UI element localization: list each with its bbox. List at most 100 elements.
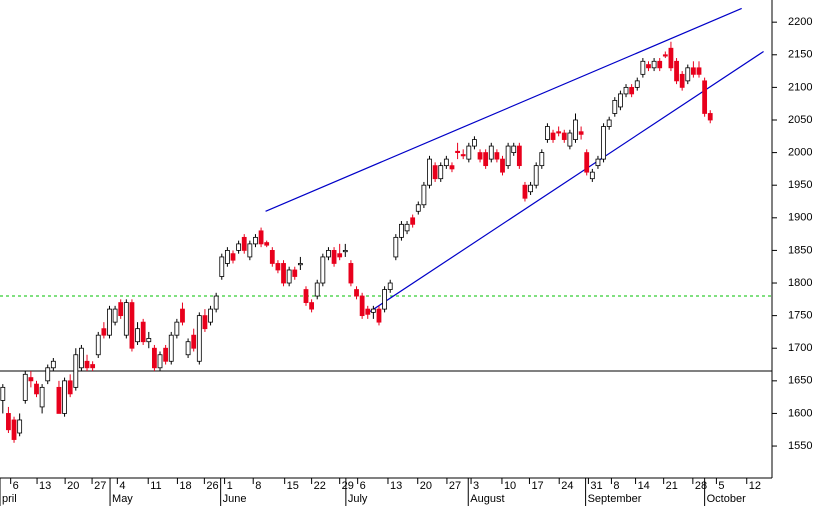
candle-body [702,80,708,114]
y-tick-label: 2000 [788,147,812,159]
candle-body [342,250,348,253]
candle-body [67,380,73,395]
candle-body [0,386,6,401]
candle-body [556,131,562,134]
candle-body [135,328,140,343]
candle-body [623,86,629,95]
candle-body [646,64,651,69]
x-tick-label: 5 [718,480,724,492]
candle-body [320,256,326,284]
candle-body [185,341,191,356]
candle-body [39,386,45,408]
candle-body [264,242,270,246]
y-tick-label: 2200 [788,16,812,28]
candle-body [421,184,427,206]
candle-body [118,302,124,317]
y-tick-label: 1700 [788,342,812,354]
candle-body [589,171,595,180]
candle-body [657,60,663,69]
x-tick-label: 13 [390,480,402,492]
x-tick-label: 20 [420,480,432,492]
x-tick-label: 21 [666,480,678,492]
candle-body [292,269,298,277]
candle-body [629,86,635,95]
candle-body [95,334,101,356]
candle-body [449,165,455,170]
y-tick-label: 1750 [788,310,812,322]
candle-body [404,223,410,232]
candle-body [359,295,365,317]
candle-body [651,60,657,69]
candle-body [690,67,696,75]
y-tick-label: 1800 [788,277,812,289]
candle-body [584,152,590,173]
candle-body [213,295,219,310]
candle-body [432,165,438,180]
candle-body [163,347,169,362]
candle-body [331,250,337,264]
y-tick-label: 1650 [788,375,812,387]
month-label: October [707,493,746,505]
candle-body [202,315,208,330]
candle-body [247,243,253,258]
candle-body [348,263,354,284]
candle-body [286,269,292,284]
candle-body [427,158,432,186]
candle-body [22,373,28,401]
candle-body [606,119,612,127]
candle-body [679,73,685,88]
candle-body [567,132,573,147]
x-tick-label: 31 [590,480,602,492]
x-tick-label: 22 [314,480,326,492]
candle-body [505,145,511,167]
candle-body [573,119,578,140]
candle-body [561,132,567,140]
candle-body [146,338,152,343]
y-tick-label: 2100 [788,81,812,93]
candle-body [528,184,533,193]
x-tick-label: 4 [119,480,125,492]
candle-body [443,158,449,167]
candle-body [399,223,404,238]
candle-body [618,93,623,108]
x-tick-label: 18 [179,480,191,492]
candle-body [516,145,522,167]
candle-body [415,204,421,212]
month-label: May [112,493,133,505]
candle-body [550,132,556,140]
month-label: June [223,493,247,505]
trend-line [265,7,742,212]
candle-body [28,377,34,382]
candle-body [601,126,606,160]
candle-body [370,308,376,313]
x-tick-label: 6 [13,480,19,492]
candle-body [511,145,517,153]
x-tick-label: 6 [360,480,366,492]
x-tick-label: 3 [473,480,479,492]
candle-body [477,152,483,160]
x-tick-label: 12 [749,480,761,492]
candle-body [84,360,90,369]
x-tick-label: 1 [227,480,233,492]
candle-body [34,383,39,395]
x-tick-label: 28 [695,480,707,492]
x-tick-label: 26 [206,480,218,492]
candle-body [309,302,315,310]
month-label: pril [2,493,17,505]
candle-body [281,263,286,284]
candle-body [258,230,264,245]
x-tick-label: 24 [561,480,573,492]
candle-body [640,60,646,75]
candle-body [62,380,67,414]
candle-body [180,308,185,323]
candle-body [45,367,51,382]
candle-body [303,289,309,303]
candle-body [241,236,247,251]
y-tick-label: 2150 [788,49,812,61]
candle-body [17,419,23,434]
candle-body [539,152,545,167]
candle-body [196,315,202,362]
candle-body [376,308,382,323]
